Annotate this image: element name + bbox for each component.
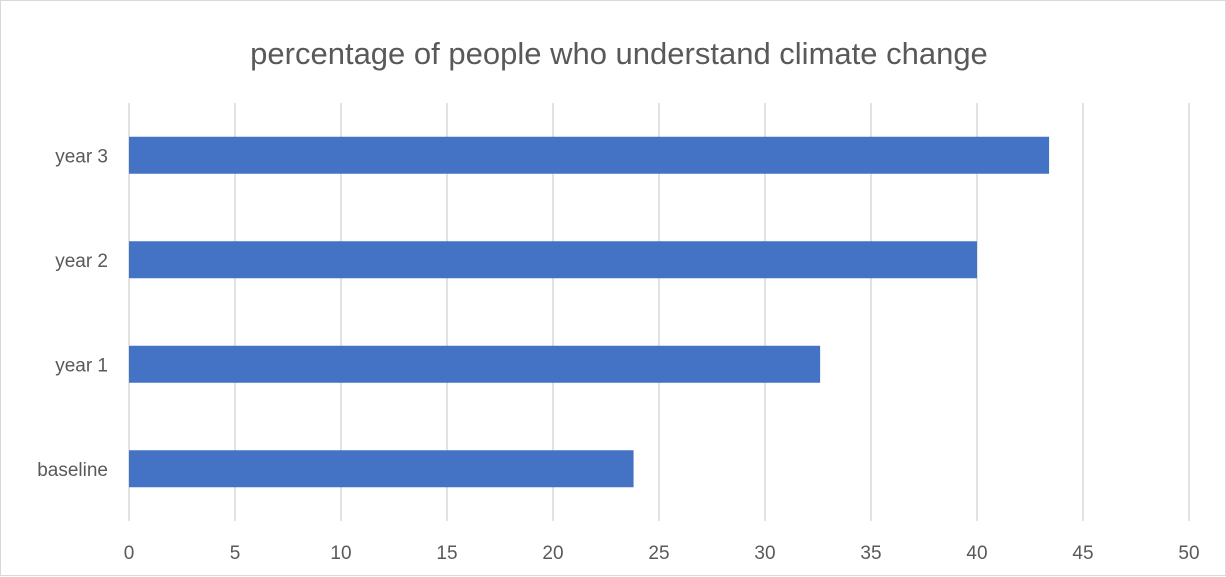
category-labels: baseline year 1 year 2 year 3 bbox=[37, 146, 108, 481]
bar-baseline bbox=[129, 450, 634, 488]
bar-year-2 bbox=[129, 241, 977, 279]
x-tick-label: 20 bbox=[542, 543, 563, 564]
category-label: year 2 bbox=[55, 251, 108, 272]
x-tick-label: 5 bbox=[230, 543, 241, 564]
x-tick-label: 10 bbox=[330, 543, 351, 564]
x-tick-labels: 0 5 10 15 20 25 30 35 40 45 50 bbox=[124, 543, 1200, 564]
category-label: year 3 bbox=[55, 146, 108, 167]
bar-year-1 bbox=[129, 345, 821, 383]
x-tick-label: 15 bbox=[436, 543, 457, 564]
x-tick-label: 50 bbox=[1178, 543, 1199, 564]
x-tick-label: 35 bbox=[860, 543, 881, 564]
bar-year-3 bbox=[129, 136, 1050, 174]
x-tick-label: 30 bbox=[754, 543, 775, 564]
x-tick-label: 40 bbox=[966, 543, 987, 564]
category-label: year 1 bbox=[55, 355, 108, 376]
bars bbox=[129, 136, 1050, 488]
category-label: baseline bbox=[37, 460, 108, 481]
x-tick-label: 25 bbox=[648, 543, 669, 564]
x-tick-label: 0 bbox=[124, 543, 135, 564]
chart-title: percentage of people who understand clim… bbox=[250, 36, 988, 71]
x-tick-label: 45 bbox=[1072, 543, 1093, 564]
